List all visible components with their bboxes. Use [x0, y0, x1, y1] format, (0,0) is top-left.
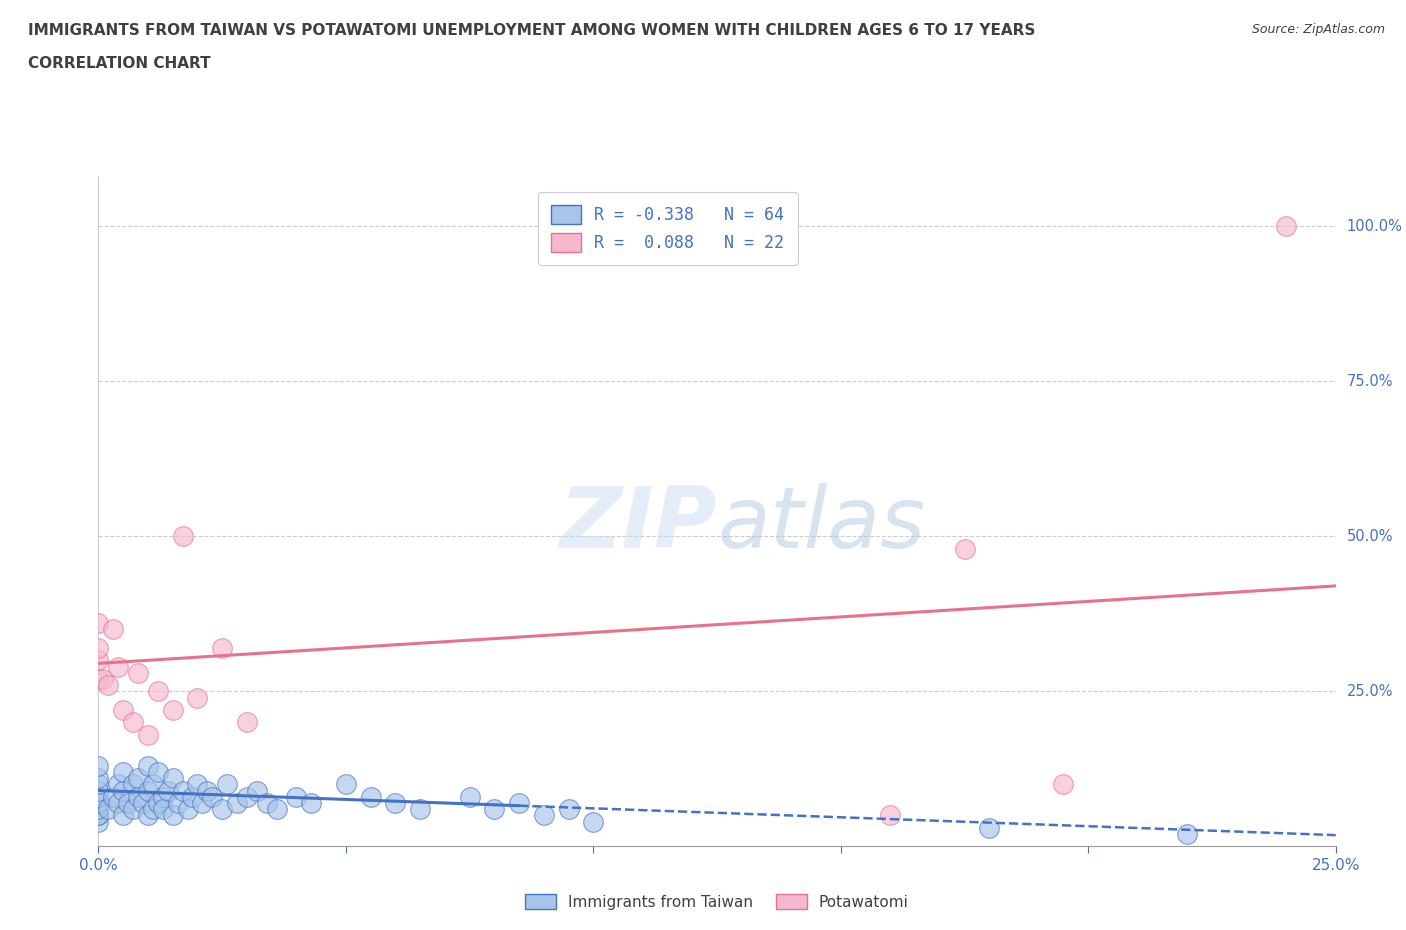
Point	[162, 808, 184, 823]
Point	[384, 795, 406, 810]
Point	[246, 783, 269, 798]
Point	[156, 783, 179, 798]
Point	[879, 808, 901, 823]
Point	[181, 790, 204, 804]
Point	[132, 795, 155, 810]
Point	[256, 795, 278, 810]
Point	[127, 790, 149, 804]
Point	[87, 653, 110, 668]
Point	[266, 802, 288, 817]
Point	[1175, 827, 1198, 842]
Point	[107, 777, 129, 791]
Point	[87, 671, 110, 686]
Point	[152, 790, 174, 804]
Point	[172, 783, 194, 798]
Text: CORRELATION CHART: CORRELATION CHART	[28, 56, 211, 71]
Point	[87, 802, 110, 817]
Point	[211, 641, 233, 656]
Point	[236, 790, 259, 804]
Point	[508, 795, 530, 810]
Point	[211, 802, 233, 817]
Point	[122, 777, 145, 791]
Point	[186, 777, 208, 791]
Point	[107, 795, 129, 810]
Point	[87, 771, 110, 786]
Point	[87, 641, 110, 656]
Point	[87, 814, 110, 829]
Point	[299, 795, 322, 810]
Point	[87, 790, 110, 804]
Text: 75.0%: 75.0%	[1347, 374, 1393, 389]
Point	[166, 795, 188, 810]
Point	[360, 790, 382, 804]
Point	[136, 808, 159, 823]
Point	[195, 783, 218, 798]
Text: IMMIGRANTS FROM TAIWAN VS POTAWATOMI UNEMPLOYMENT AMONG WOMEN WITH CHILDREN AGES: IMMIGRANTS FROM TAIWAN VS POTAWATOMI UNE…	[28, 23, 1035, 38]
Point	[87, 808, 110, 823]
Point	[136, 758, 159, 773]
Point	[122, 715, 145, 730]
Point	[127, 665, 149, 680]
Text: atlas: atlas	[717, 484, 925, 566]
Point	[201, 790, 224, 804]
Point	[217, 777, 239, 791]
Point	[136, 783, 159, 798]
Point	[87, 808, 110, 823]
Point	[146, 764, 169, 779]
Point	[191, 795, 214, 810]
Point	[127, 771, 149, 786]
Text: 25.0%: 25.0%	[1347, 684, 1393, 698]
Point	[107, 659, 129, 674]
Text: ZIP: ZIP	[560, 484, 717, 566]
Point	[1275, 219, 1298, 233]
Point	[1052, 777, 1074, 791]
Point	[122, 802, 145, 817]
Point	[484, 802, 506, 817]
Point	[103, 622, 125, 637]
Point	[117, 795, 139, 810]
Point	[953, 541, 976, 556]
Point	[136, 727, 159, 742]
Point	[236, 715, 259, 730]
Point	[176, 802, 198, 817]
Point	[87, 795, 110, 810]
Point	[142, 802, 165, 817]
Legend: Immigrants from Taiwan, Potawatomi: Immigrants from Taiwan, Potawatomi	[519, 887, 915, 916]
Point	[979, 820, 1001, 835]
Point	[112, 783, 135, 798]
Point	[87, 777, 110, 791]
Point	[226, 795, 249, 810]
Point	[103, 790, 125, 804]
Point	[146, 684, 169, 698]
Point	[172, 529, 194, 544]
Point	[458, 790, 481, 804]
Text: 50.0%: 50.0%	[1347, 529, 1393, 544]
Point	[162, 702, 184, 717]
Point	[582, 814, 605, 829]
Point	[533, 808, 555, 823]
Point	[97, 678, 120, 693]
Point	[87, 616, 110, 631]
Point	[142, 777, 165, 791]
Point	[186, 690, 208, 705]
Point	[409, 802, 432, 817]
Point	[93, 671, 115, 686]
Point	[112, 702, 135, 717]
Point	[97, 802, 120, 817]
Point	[87, 783, 110, 798]
Point	[87, 758, 110, 773]
Text: 100.0%: 100.0%	[1347, 219, 1403, 233]
Point	[557, 802, 579, 817]
Point	[112, 764, 135, 779]
Point	[146, 795, 169, 810]
Point	[335, 777, 357, 791]
Text: Source: ZipAtlas.com: Source: ZipAtlas.com	[1251, 23, 1385, 36]
Point	[162, 771, 184, 786]
Point	[152, 802, 174, 817]
Point	[285, 790, 308, 804]
Point	[112, 808, 135, 823]
